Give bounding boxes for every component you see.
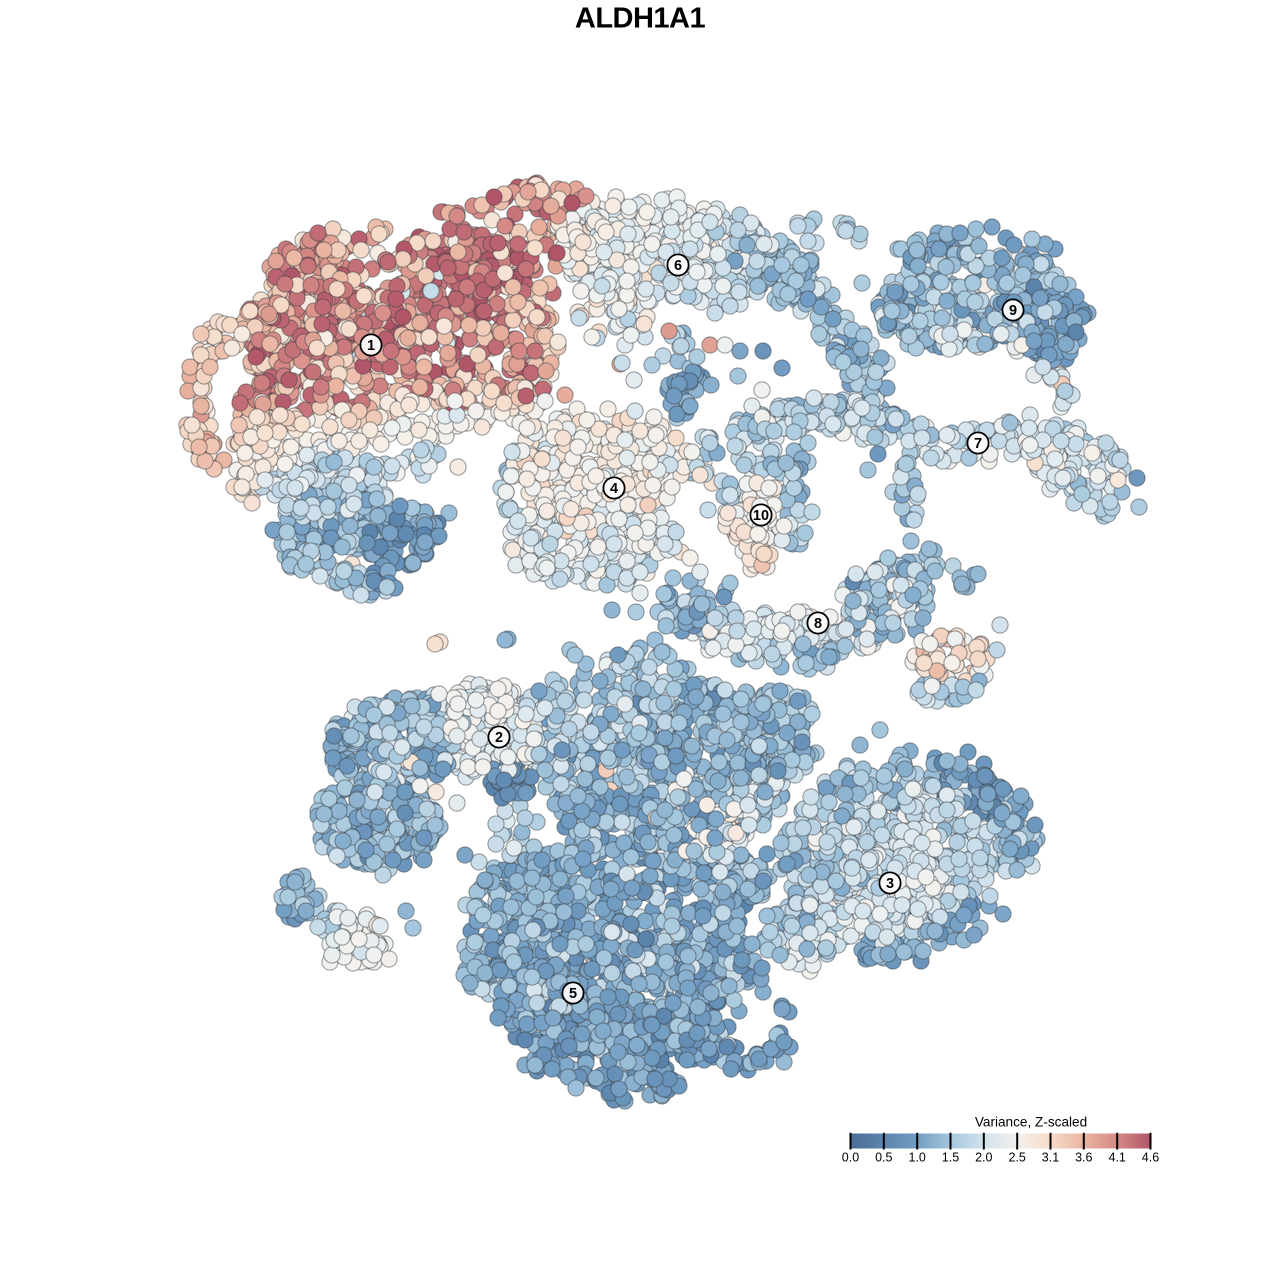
- svg-text:ALDH1A1: ALDH1A1: [575, 3, 706, 35]
